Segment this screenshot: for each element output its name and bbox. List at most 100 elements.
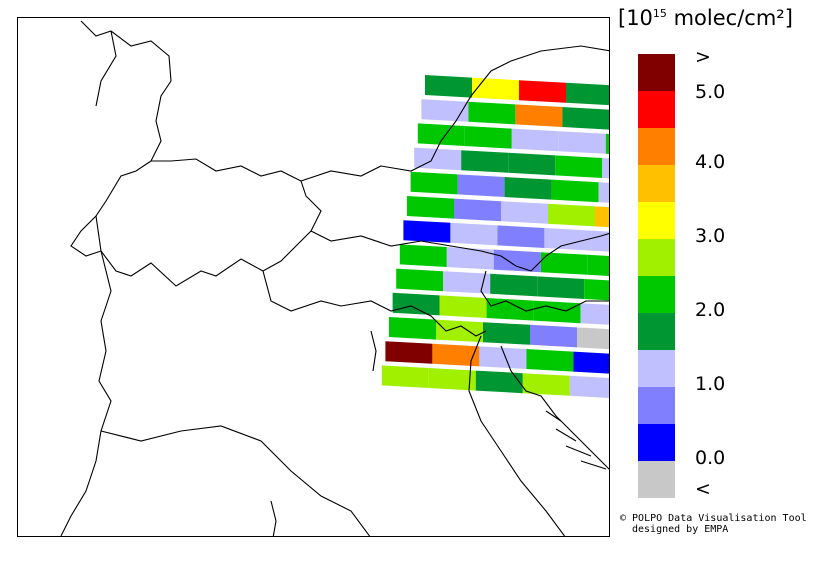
unit-base: [10 bbox=[618, 6, 653, 30]
legend-swatch bbox=[638, 91, 675, 128]
satellite-pixel bbox=[407, 196, 454, 219]
satellite-pixel bbox=[450, 222, 498, 246]
satellite-pixel bbox=[399, 244, 447, 267]
satellite-pixel bbox=[511, 128, 559, 152]
satellite-pixel bbox=[464, 126, 512, 149]
satellite-pixel bbox=[479, 346, 527, 369]
legend-swatch bbox=[638, 424, 675, 461]
satellite-pixel bbox=[381, 365, 429, 388]
satellite-pixel bbox=[595, 206, 609, 228]
satellite-pixel bbox=[501, 201, 548, 224]
legend-tick-label: 3.0 bbox=[695, 225, 726, 247]
legend-tick-label: 5.0 bbox=[695, 81, 726, 103]
satellite-pixel bbox=[530, 324, 577, 348]
legend-unit-label: [1015 molec/cm²] bbox=[618, 6, 793, 30]
border-germany-austria bbox=[300, 45, 609, 182]
legend-swatch bbox=[638, 461, 675, 498]
border-switzerland bbox=[70, 158, 322, 287]
satellite-pixel bbox=[555, 155, 603, 178]
border-austria-italy bbox=[310, 230, 532, 272]
satellite-pixel bbox=[537, 276, 585, 299]
satellite-pixel bbox=[540, 252, 588, 275]
satellite-pixel bbox=[587, 254, 609, 276]
satellite-pixel bbox=[436, 319, 483, 343]
satellite-pixel bbox=[468, 101, 516, 125]
satellite-pixel bbox=[609, 110, 610, 133]
satellite-pixel bbox=[392, 292, 440, 316]
coast-adriatic-west bbox=[468, 335, 566, 536]
satellite-pixel bbox=[577, 327, 609, 350]
legend-tick-label: < bbox=[695, 478, 711, 500]
satellite-pixel bbox=[602, 158, 609, 179]
map-canvas bbox=[60, 20, 610, 536]
legend-swatch bbox=[638, 313, 675, 350]
satellite-pixel bbox=[389, 317, 436, 340]
legend-swatch bbox=[638, 276, 675, 313]
border-france-italy bbox=[60, 215, 112, 536]
legend-swatch bbox=[638, 128, 675, 165]
satellite-pixel bbox=[454, 198, 501, 222]
coast-liguria bbox=[100, 425, 371, 536]
satellite-pixel bbox=[486, 298, 534, 321]
satellite-pixel bbox=[483, 322, 530, 345]
satellite-pixel bbox=[504, 177, 552, 200]
legend-tick-label: 4.0 bbox=[695, 151, 726, 173]
credit-line-2: designed by EMPA bbox=[632, 524, 729, 535]
satellite-pixel bbox=[519, 80, 566, 103]
coast-dalmatia-islands bbox=[545, 410, 607, 470]
satellite-pixel bbox=[457, 174, 505, 197]
border-germany-lux bbox=[95, 30, 117, 107]
unit-exponent: 15 bbox=[652, 7, 667, 20]
satellite-pixel bbox=[417, 123, 465, 146]
satellite-pixel bbox=[558, 131, 606, 154]
satellite-pixel bbox=[443, 271, 491, 294]
satellite-pixel bbox=[439, 295, 487, 318]
legend-swatch bbox=[638, 202, 675, 239]
satellite-pixel bbox=[605, 133, 609, 154]
satellite-pixel bbox=[428, 368, 476, 391]
border-italy-north bbox=[262, 270, 487, 337]
satellite-pixel bbox=[410, 171, 458, 195]
satellite-pixel bbox=[544, 228, 592, 251]
satellite-pixel bbox=[414, 147, 462, 171]
satellite-pixel bbox=[584, 279, 609, 301]
legend-swatch bbox=[638, 54, 675, 91]
satellite-pixel bbox=[472, 77, 519, 101]
satellite-pixel bbox=[421, 99, 469, 122]
border-corsica bbox=[270, 500, 277, 536]
satellite-pixel bbox=[385, 341, 433, 364]
satellite-pixel bbox=[396, 268, 444, 292]
satellite-pixel bbox=[425, 75, 472, 98]
coast-istria-croatia bbox=[500, 345, 609, 470]
satellite-pixel bbox=[403, 220, 451, 243]
satellite-pixel bbox=[551, 179, 599, 203]
satellite-pixel bbox=[573, 351, 609, 374]
satellite-pixel bbox=[490, 273, 538, 297]
satellite-pixel bbox=[497, 225, 545, 248]
legend-tick-label: 2.0 bbox=[695, 299, 726, 321]
satellite-pixel bbox=[548, 203, 595, 227]
legend-swatch bbox=[638, 350, 675, 387]
satellite-pixel bbox=[493, 249, 541, 273]
map-frame bbox=[17, 17, 610, 537]
credit-text: © POLPO Data Visualisation Tool designed… bbox=[620, 513, 807, 535]
satellite-pixel bbox=[508, 152, 556, 176]
credit-line-1: © POLPO Data Visualisation Tool bbox=[620, 513, 807, 524]
border-france-belgium-germany bbox=[80, 20, 172, 162]
satellite-pixel bbox=[526, 349, 574, 372]
legend-tick-label: 1.0 bbox=[695, 373, 726, 395]
country-borders bbox=[60, 20, 609, 536]
border-austria-east bbox=[530, 233, 609, 272]
legend-tick-label: > bbox=[695, 46, 711, 68]
legend-swatch bbox=[638, 239, 675, 276]
legend-tick-label: 0.0 bbox=[695, 447, 726, 469]
satellite-pixel bbox=[446, 247, 494, 270]
satellite-pixel bbox=[475, 370, 523, 394]
satellite-pixel bbox=[533, 300, 581, 324]
satellite-pixel-swath bbox=[381, 75, 610, 398]
satellite-pixel bbox=[569, 375, 609, 398]
satellite-pixel bbox=[432, 343, 480, 367]
satellite-pixel bbox=[591, 230, 609, 252]
unit-rest: molec/cm²] bbox=[666, 6, 793, 30]
satellite-pixel bbox=[515, 104, 563, 127]
